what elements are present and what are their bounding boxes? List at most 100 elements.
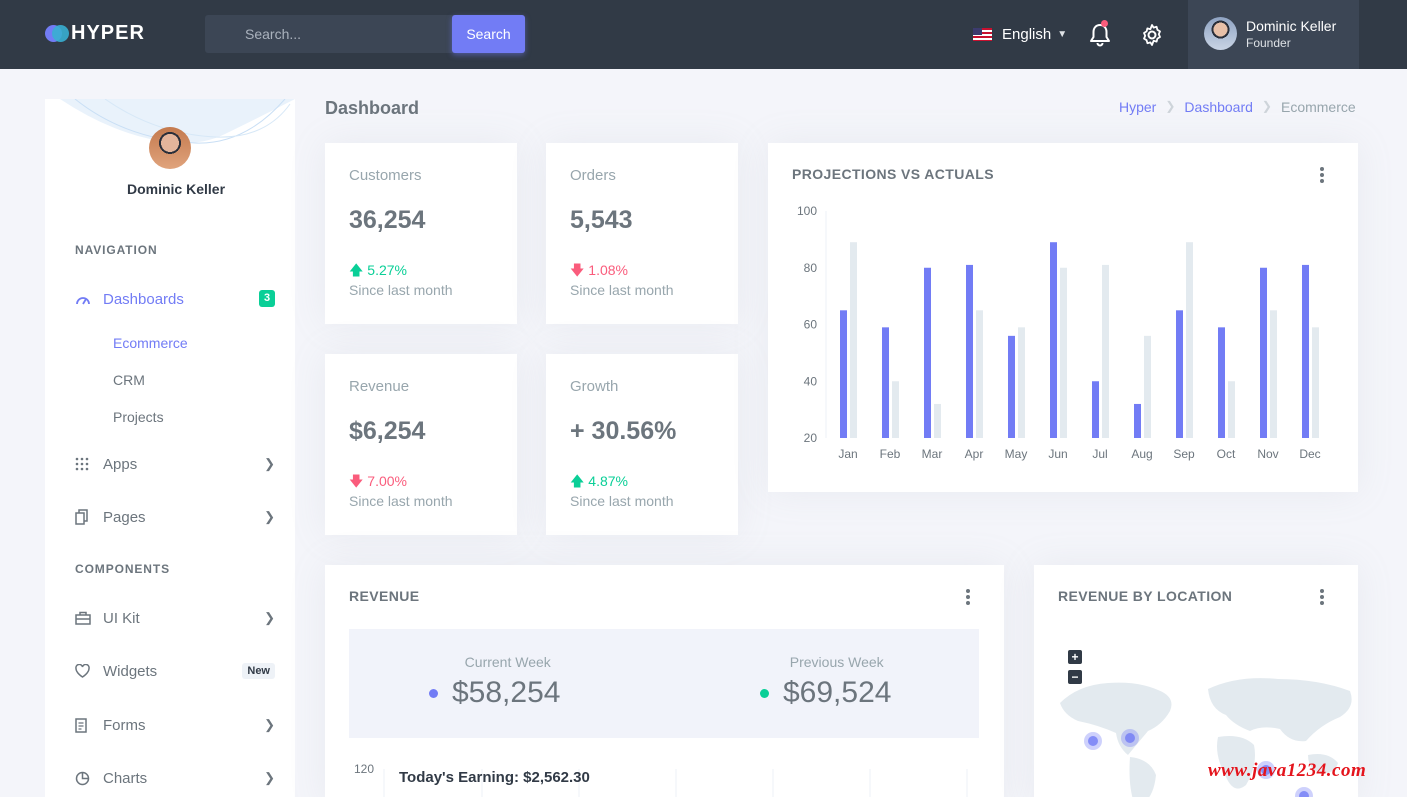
document-icon (75, 717, 103, 733)
x-tick-label: Jun (1048, 447, 1067, 461)
stat-change-value: 4.87% (588, 473, 628, 489)
zoom-in-button[interactable]: + (1068, 650, 1082, 664)
search-input[interactable] (205, 15, 452, 53)
nav-section-title: NAVIGATION (75, 243, 158, 257)
x-tick-label: Aug (1131, 447, 1152, 461)
stat-change: 🡅 5.27% (349, 260, 407, 284)
pie-chart-icon (75, 771, 103, 786)
bar-series-2-oct[interactable] (1228, 381, 1235, 438)
briefcase-icon (75, 611, 103, 625)
us-flag-icon (973, 28, 992, 41)
sidebar-item-pages[interactable]: Pages ❯ (75, 505, 275, 529)
sidebar-item-apps[interactable]: Apps ❯ (75, 452, 275, 476)
x-tick-label: Sep (1173, 447, 1195, 461)
breadcrumb-hyper[interactable]: Hyper (1119, 99, 1157, 115)
sidebar-subitem-crm[interactable]: CRM (113, 372, 145, 388)
search-box: Search (205, 15, 525, 53)
sidebar-decoration (60, 99, 295, 144)
watermark: www.java1234.com (1208, 760, 1367, 781)
bar-series-2-sep[interactable] (1186, 242, 1193, 438)
world-map[interactable] (1058, 645, 1358, 797)
chevron-right-icon: ❯ (264, 456, 275, 471)
stat-label: Orders (570, 167, 616, 184)
todays-earning: Today's Earning: $2,562.30 (399, 769, 590, 786)
projections-chart: 20 40 60 80 100 Jan Feb Mar Apr May Jun Jul Aug Sep Oc… (797, 204, 1321, 461)
breadcrumb-dashboard[interactable]: Dashboard (1184, 99, 1253, 115)
kebab-menu-icon[interactable] (1320, 167, 1324, 185)
topbar: HYPER Search English ▼ Dominic Keller Fo… (0, 0, 1407, 69)
avatar (1204, 17, 1237, 50)
bar-series-2-dec[interactable] (1312, 327, 1319, 438)
kebab-menu-icon[interactable] (966, 589, 970, 607)
bar-series-1-nov[interactable] (1260, 267, 1267, 438)
revenue-y-tick: 120 (354, 762, 375, 776)
y-tick-label: 60 (804, 318, 818, 332)
stat-change: 🡇 1.08% (570, 260, 628, 284)
bar-series-2-jul[interactable] (1102, 264, 1109, 438)
breadcrumb: Hyper ❯ Dashboard ❯ Ecommerce (1119, 99, 1356, 115)
bar-series-1-oct[interactable] (1218, 327, 1225, 438)
language-selector[interactable]: English ▼ (973, 26, 1067, 43)
y-tick-label: 100 (797, 204, 817, 218)
grid-icon (75, 457, 103, 471)
sidebar-subitem-projects[interactable]: Projects (113, 409, 164, 425)
search-button[interactable]: Search (452, 15, 525, 53)
sidebar-item-forms[interactable]: Forms ❯ (75, 713, 275, 737)
x-tick-label: Jan (838, 447, 857, 461)
chevron-right-icon: ❯ (264, 770, 275, 785)
bar-series-1-jul[interactable] (1092, 381, 1099, 438)
stat-since: Since last month (349, 282, 453, 298)
location-title: REVENUE BY LOCATION (1058, 588, 1233, 604)
sidebar-item-dashboards[interactable]: Dashboards 3 (75, 287, 275, 311)
chevron-right-icon: ❯ (264, 717, 275, 732)
x-tick-label: Oct (1217, 447, 1236, 461)
projections-card: PROJECTIONS VS ACTUALS 20 40 60 80 100 Jan Feb… (768, 143, 1358, 492)
sidebar-item-ui-kit[interactable]: UI Kit ❯ (75, 606, 275, 630)
bar-series-2-aug[interactable] (1144, 335, 1151, 438)
chevron-right-icon: ❯ (264, 509, 275, 524)
bar-series-1-dec[interactable] (1302, 264, 1309, 438)
bar-series-1-mar[interactable] (924, 267, 931, 438)
sidebar-subitem-ecommerce[interactable]: Ecommerce (113, 335, 188, 351)
bar-series-1-may[interactable] (1008, 335, 1015, 438)
bar-series-1-aug[interactable] (1134, 403, 1141, 438)
sidebar-item-charts[interactable]: Charts ❯ (75, 766, 275, 790)
kebab-menu-icon[interactable] (1320, 589, 1324, 607)
bar-series-2-may[interactable] (1018, 327, 1025, 438)
y-tick-label: 80 (804, 261, 818, 275)
y-tick-label: 20 (804, 431, 818, 445)
bar-series-1-jan[interactable] (840, 310, 847, 438)
current-week-value: $58,254 (452, 676, 561, 709)
user-menu[interactable]: Dominic Keller Founder (1188, 0, 1359, 69)
bar-series-1-sep[interactable] (1176, 310, 1183, 438)
bar-series-2-jun[interactable] (1060, 267, 1067, 438)
x-tick-label: Jul (1092, 447, 1107, 461)
bar-series-1-feb[interactable] (882, 327, 889, 438)
brand-logo[interactable]: HYPER (45, 22, 145, 45)
bar-series-2-jan[interactable] (850, 242, 857, 438)
arrow-up-icon: 🡅 (570, 473, 585, 489)
projections-title: PROJECTIONS VS ACTUALS (792, 166, 994, 182)
revenue-title: REVENUE (349, 588, 420, 604)
y-tick-label: 40 (804, 374, 818, 388)
bar-series-1-apr[interactable] (966, 264, 973, 438)
stat-change-value: 7.00% (367, 473, 407, 489)
bar-series-2-nov[interactable] (1270, 310, 1277, 438)
sidebar: Dominic Keller NAVIGATION Dashboards 3 E… (45, 99, 295, 797)
bar-series-1-jun[interactable] (1050, 242, 1057, 438)
arrow-up-icon: 🡅 (349, 262, 364, 278)
breadcrumb-separator-icon: ❯ (1261, 99, 1272, 113)
bar-series-2-apr[interactable] (976, 310, 983, 438)
zoom-out-button[interactable]: − (1068, 670, 1082, 684)
bell-icon[interactable] (1088, 22, 1112, 48)
bar-series-2-mar[interactable] (934, 403, 941, 438)
current-week-label: Current Week (464, 654, 551, 670)
x-tick-label: Feb (880, 447, 901, 461)
previous-dot-icon (760, 688, 769, 698)
breadcrumb-separator-icon: ❯ (1165, 99, 1176, 113)
gear-icon[interactable] (1140, 23, 1164, 47)
stat-value: + 30.56% (570, 417, 677, 445)
bar-series-2-feb[interactable] (892, 381, 899, 438)
sidebar-item-widgets[interactable]: Widgets New (75, 659, 275, 683)
user-name: Dominic Keller (1246, 18, 1337, 34)
